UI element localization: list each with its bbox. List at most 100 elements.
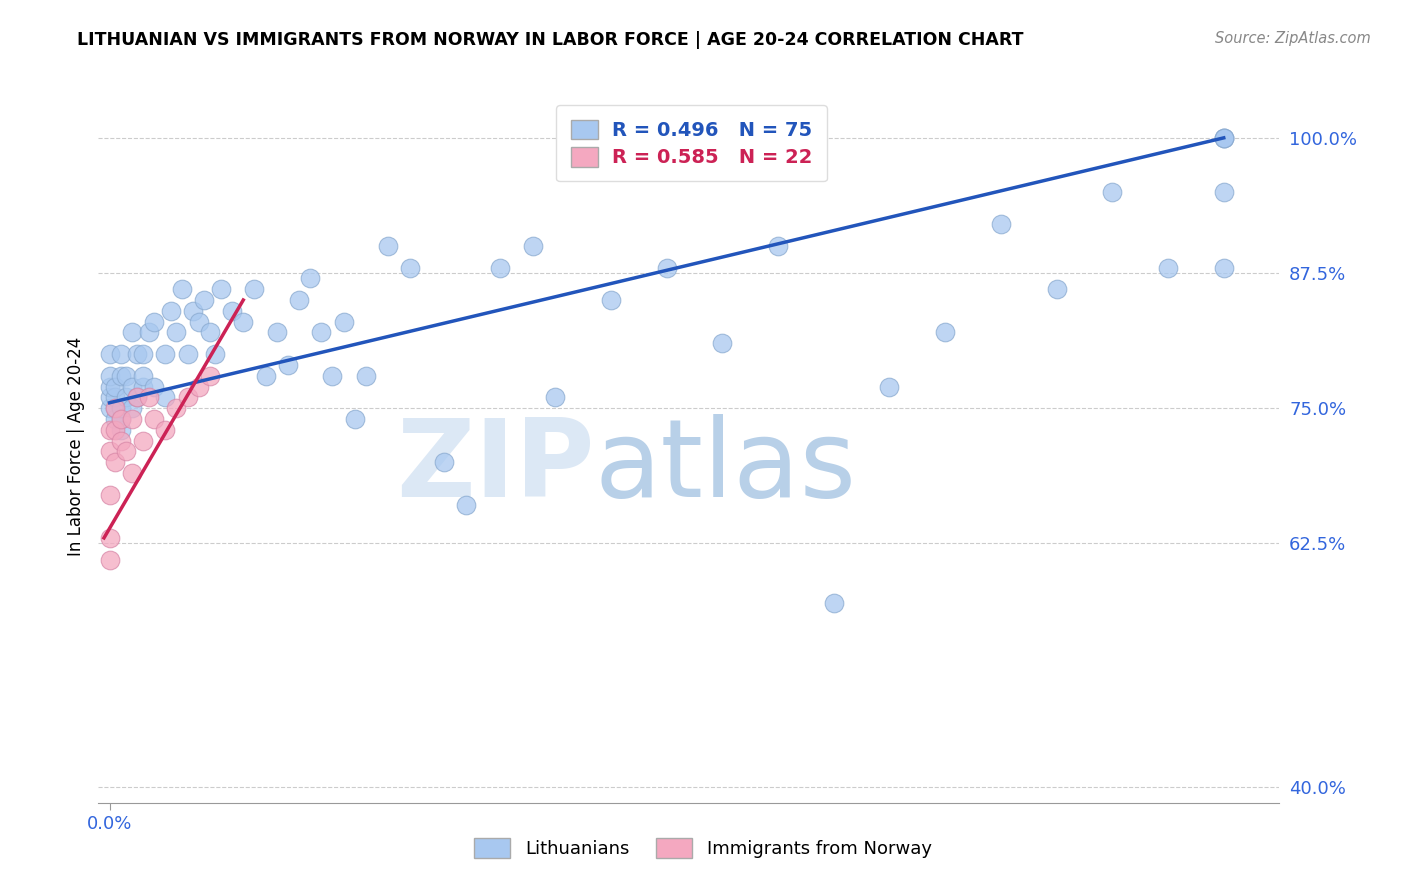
Point [1212, 131, 1234, 145]
Point [143, 412, 166, 426]
Point [110, 434, 132, 448]
Point [299, 271, 322, 285]
Point [104, 401, 127, 416]
Point [160, 303, 183, 318]
Point [132, 347, 155, 361]
Point [110, 401, 132, 416]
Point [115, 390, 138, 404]
Point [544, 390, 567, 404]
Point [288, 293, 311, 307]
Point [456, 499, 478, 513]
Point [187, 315, 209, 329]
Point [110, 412, 132, 426]
Point [1157, 260, 1180, 275]
Point [127, 390, 149, 404]
Point [104, 423, 127, 437]
Point [170, 282, 193, 296]
Text: atlas: atlas [595, 415, 856, 520]
Point [98, 552, 121, 566]
Y-axis label: In Labor Force | Age 20-24: In Labor Force | Age 20-24 [66, 336, 84, 556]
Point [309, 326, 332, 340]
Point [332, 315, 354, 329]
Point [155, 347, 177, 361]
Point [115, 444, 138, 458]
Point [711, 336, 734, 351]
Point [110, 423, 132, 437]
Point [98, 423, 121, 437]
Point [1212, 131, 1234, 145]
Point [600, 293, 623, 307]
Point [138, 390, 160, 404]
Point [98, 531, 121, 545]
Point [193, 293, 215, 307]
Point [104, 455, 127, 469]
Point [655, 260, 678, 275]
Point [321, 368, 343, 383]
Point [221, 303, 243, 318]
Legend: Lithuanians, Immigrants from Norway: Lithuanians, Immigrants from Norway [467, 830, 939, 865]
Point [132, 379, 155, 393]
Point [823, 596, 845, 610]
Text: Source: ZipAtlas.com: Source: ZipAtlas.com [1215, 31, 1371, 46]
Point [343, 412, 366, 426]
Point [934, 326, 956, 340]
Point [127, 347, 149, 361]
Point [879, 379, 901, 393]
Point [198, 326, 221, 340]
Point [104, 412, 127, 426]
Point [766, 239, 789, 253]
Point [121, 401, 143, 416]
Point [98, 401, 121, 416]
Point [176, 347, 198, 361]
Point [1101, 185, 1123, 199]
Point [98, 347, 121, 361]
Point [522, 239, 544, 253]
Point [165, 326, 187, 340]
Point [121, 412, 143, 426]
Point [110, 412, 132, 426]
Point [143, 315, 166, 329]
Point [488, 260, 510, 275]
Point [104, 390, 127, 404]
Point [232, 315, 254, 329]
Point [399, 260, 422, 275]
Point [209, 282, 232, 296]
Point [243, 282, 266, 296]
Point [98, 488, 121, 502]
Point [127, 390, 149, 404]
Point [155, 423, 177, 437]
Point [204, 347, 226, 361]
Point [110, 368, 132, 383]
Point [277, 358, 299, 372]
Point [354, 368, 377, 383]
Point [181, 303, 204, 318]
Point [121, 379, 143, 393]
Text: ZIP: ZIP [396, 415, 595, 520]
Point [104, 401, 127, 416]
Point [138, 326, 160, 340]
Point [115, 368, 138, 383]
Point [121, 326, 143, 340]
Point [98, 444, 121, 458]
Point [155, 390, 177, 404]
Point [176, 390, 198, 404]
Point [132, 368, 155, 383]
Point [1212, 131, 1234, 145]
Point [187, 379, 209, 393]
Point [143, 379, 166, 393]
Legend: R = 0.496   N = 75, R = 0.585   N = 22: R = 0.496 N = 75, R = 0.585 N = 22 [557, 105, 827, 181]
Point [198, 368, 221, 383]
Point [104, 379, 127, 393]
Text: LITHUANIAN VS IMMIGRANTS FROM NORWAY IN LABOR FORCE | AGE 20-24 CORRELATION CHAR: LITHUANIAN VS IMMIGRANTS FROM NORWAY IN … [77, 31, 1024, 49]
Point [377, 239, 399, 253]
Point [1212, 260, 1234, 275]
Point [1212, 185, 1234, 199]
Point [98, 390, 121, 404]
Point [165, 401, 187, 416]
Point [110, 347, 132, 361]
Point [1046, 282, 1069, 296]
Point [98, 368, 121, 383]
Point [990, 218, 1012, 232]
Point [98, 379, 121, 393]
Point [266, 326, 288, 340]
